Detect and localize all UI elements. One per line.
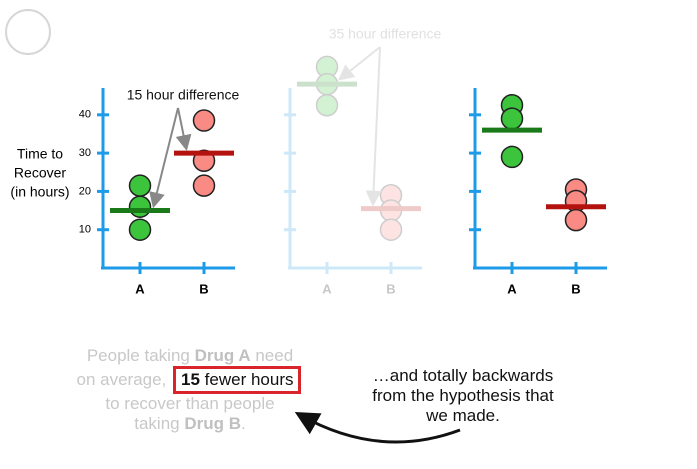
panel: 10 20 30 40 Time to Recover (in hours) A B 15 hou… (10, 87, 239, 297)
annotation-arrow (149, 107, 179, 209)
data-point (379, 199, 403, 222)
callout-arrow (294, 412, 461, 444)
caption-text: taking (134, 414, 185, 433)
annotation-arrow (337, 46, 381, 81)
data-point (315, 72, 339, 96)
highlight-box: 15 fewer hours (173, 366, 302, 394)
caption-right: …and totally backwards from the hypothes… (333, 366, 593, 426)
caption-line: from the hypothesis that (372, 386, 554, 405)
x-tick-label: A (507, 281, 517, 296)
x-tick-label: A (135, 281, 145, 296)
data-point (500, 145, 524, 169)
data-point (128, 174, 152, 197)
caption-text: . (241, 414, 246, 433)
caption-text: on average, (76, 370, 172, 389)
annotation-arrow (175, 107, 192, 152)
y-tick-label: 30 (79, 147, 91, 159)
y-axis-label: (in hours) (10, 184, 69, 200)
logo (5, 9, 51, 55)
annotation-arrow (365, 46, 382, 207)
data-point (564, 208, 588, 232)
data-point (379, 218, 403, 241)
panel: A B 35 hour difference (284, 26, 442, 296)
x-tick-label: B (199, 281, 208, 296)
data-point (315, 93, 339, 117)
y-tick-label: 40 (79, 109, 91, 121)
data-point (128, 218, 152, 241)
annotation: 35 hour difference (329, 26, 442, 42)
y-tick-label: 20 (79, 185, 91, 197)
caption-bold: Drug A (194, 346, 251, 365)
caption-text: People taking (86, 346, 195, 365)
caption-text: need (250, 346, 294, 365)
data-point (500, 107, 524, 130)
y-axis-label: Time to (17, 146, 63, 162)
x-tick-label: A (322, 281, 332, 296)
data-point (192, 109, 216, 132)
annotation: 15 hour difference (127, 87, 240, 103)
y-axis-label: Recover (14, 165, 66, 181)
caption-text: fewer hours (199, 370, 294, 389)
caption-text: to recover than people (105, 394, 275, 413)
caption-bold: Drug B (184, 414, 242, 433)
caption-line: …and totally backwards (372, 366, 554, 385)
caption-bold: 15 (181, 370, 200, 389)
y-tick-label: 10 (79, 224, 91, 236)
x-tick-label: B (386, 281, 395, 296)
x-tick-label: B (571, 281, 580, 296)
data-point (192, 174, 216, 197)
data-point (128, 195, 152, 218)
data-point (315, 55, 339, 79)
caption-left: People taking Drug A need on average, 15… (20, 346, 360, 434)
caption-line: we made. (426, 406, 500, 425)
